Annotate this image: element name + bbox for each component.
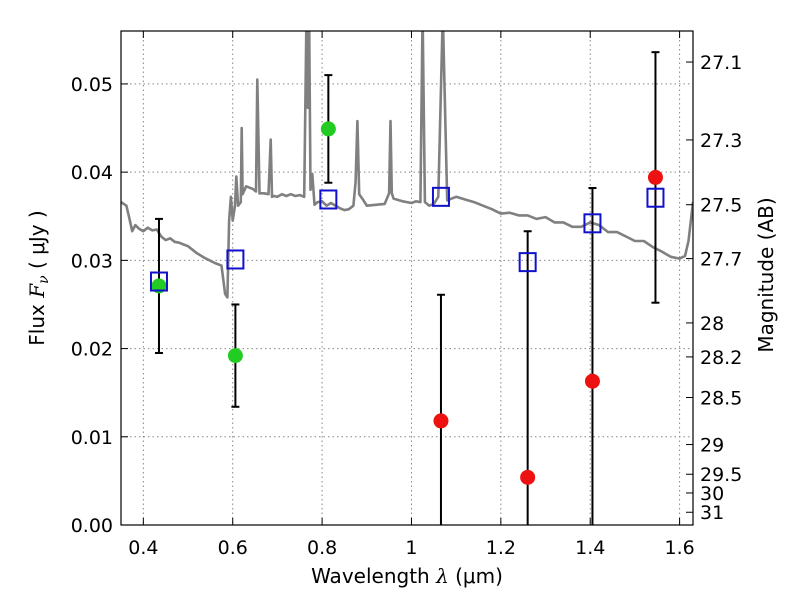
plot-area [121, 31, 693, 525]
model-spectrum-line [121, 31, 693, 299]
y2-tick-label: 27.1 [700, 52, 742, 74]
y-axis-label: Flux Fν ( μJy ) [25, 210, 52, 345]
y2-tick-label: 28.5 [700, 387, 742, 409]
data-point [227, 348, 243, 364]
data-point [647, 169, 663, 185]
y-tick-label: 0.00 [71, 515, 113, 537]
y2-tick-label: 29.5 [700, 464, 742, 486]
y-tick-label: 0.01 [71, 427, 113, 449]
model-point [646, 187, 665, 208]
model-point [149, 271, 168, 292]
y-tick-label: 0.03 [71, 250, 113, 272]
plot-frame [120, 30, 694, 526]
data-point [433, 413, 449, 429]
y-tick-label: 0.04 [71, 162, 113, 184]
x-tick-label: 1.2 [486, 537, 516, 559]
y-tick-label: 0.05 [71, 74, 113, 96]
x-tick-label: 0.6 [218, 537, 248, 559]
y2-tick-label: 29 [700, 435, 724, 457]
x-axis-label: Wavelength λ (μm) [311, 564, 503, 588]
model-point [518, 252, 537, 273]
y2-tick-label: 30 [700, 483, 724, 505]
y2-tick-label: 27.7 [700, 249, 742, 271]
axis-ticks: 0.4 0.6 0.8 1 1.2 1.4 1.6 0.00 0.01 0.02 0.03 0.04 0… [71, 31, 742, 559]
x-tick-label: 0.8 [307, 537, 337, 559]
model-point [431, 186, 450, 207]
model-point [226, 249, 245, 270]
model-point [583, 213, 602, 234]
x-tick-label: 1 [405, 537, 417, 559]
y2-tick-label: 31 [700, 502, 724, 524]
y2-axis-label: Magnitude (AB) [754, 197, 778, 352]
y2-tick-label: 28 [700, 313, 724, 335]
data-point [520, 469, 536, 485]
y-tick-label: 0.02 [71, 339, 113, 361]
y2-tick-label: 28.2 [700, 347, 742, 369]
y2-tick-label: 27.5 [700, 195, 742, 217]
x-tick-label: 1.6 [664, 537, 694, 559]
model-point [319, 189, 338, 210]
data-point [584, 373, 600, 389]
x-tick-label: 0.4 [128, 537, 158, 559]
data-point [320, 121, 336, 137]
x-tick-label: 1.4 [575, 537, 605, 559]
y2-tick-label: 27.3 [700, 130, 742, 152]
